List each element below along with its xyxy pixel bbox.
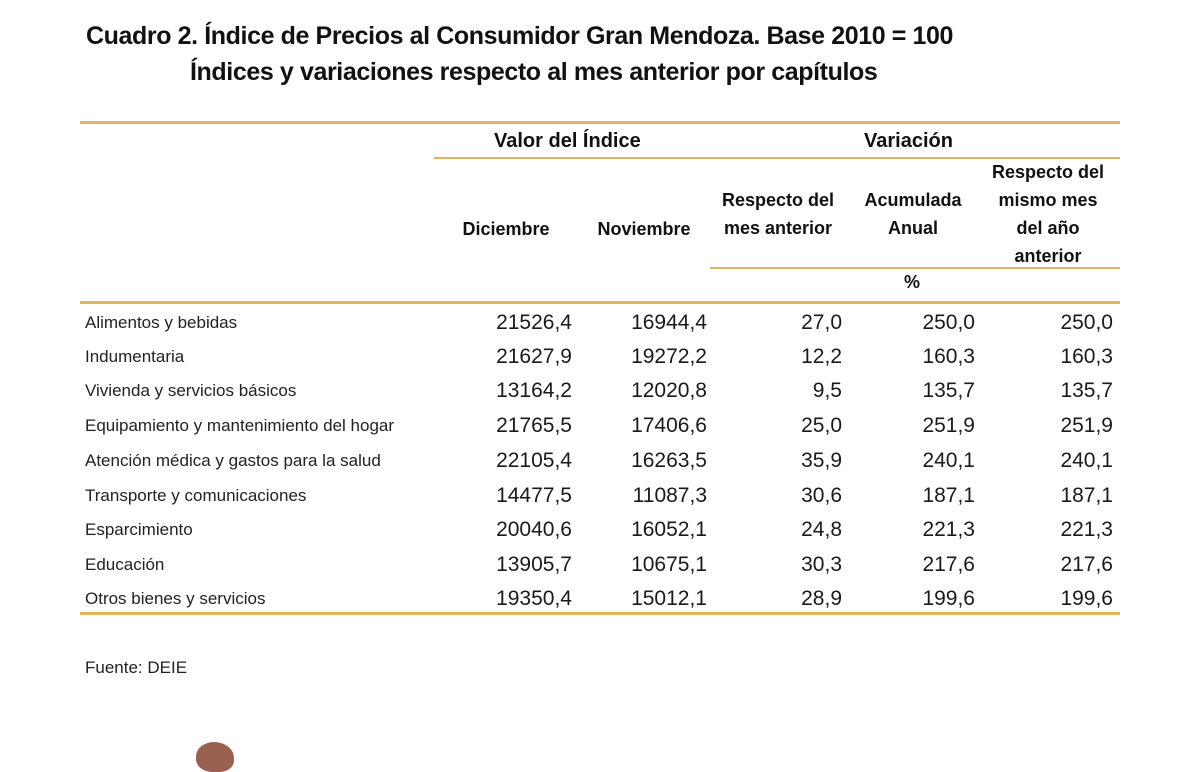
header-col-prev-line1: Respecto del [721,190,835,210]
header-col-accumulated: Acumulada Anual [848,186,978,242]
row-label: Transporte y comunicaciones [85,486,307,505]
header-group-variation: Variación [864,130,953,152]
table-row: Otros bienes y servicios 19350,4 15012,1… [80,582,1120,616]
row-label: Educación [85,555,165,574]
header-col-year-line4: anterior [1014,246,1082,266]
variation-rule [710,267,1120,269]
cell-november: 16052,1 [631,518,707,541]
cell-december: 14477,5 [496,484,572,507]
cell-same-month-prev-year: 135,7 [1060,379,1113,402]
table-row: Atención médica y gastos para la salud 2… [80,444,1120,478]
header-col-december: Diciembre [462,219,550,239]
header-col-prev-month: Respecto del mes anterior [712,186,844,242]
cell-prev-month: 35,9 [801,449,842,472]
cell-november: 12020,8 [631,379,707,402]
cell-prev-month: 9,5 [812,379,842,402]
cell-november: 19272,2 [631,345,707,368]
cell-december: 22105,4 [496,449,572,472]
header-unit-percent: % [904,272,921,292]
cell-prev-month: 28,9 [801,587,842,610]
cell-accumulated: 199,6 [922,587,975,610]
cell-same-month-prev-year: 217,6 [1060,553,1113,576]
cell-november: 15012,1 [631,587,707,610]
table-row: Alimentos y bebidas 21526,4 16944,4 27,0… [80,306,1120,340]
cell-december: 13164,2 [496,379,572,402]
table-subtitle: Índices y variaciones respecto al mes an… [190,58,878,86]
group-rule [434,157,1120,159]
cell-november: 11087,3 [632,484,707,507]
cell-accumulated: 187,1 [922,484,975,507]
cell-accumulated: 217,6 [922,553,975,576]
cell-same-month-prev-year: 187,1 [1060,484,1113,507]
header-col-november: Noviembre [597,219,691,239]
table-row: Transporte y comunicaciones 14477,5 1108… [80,479,1120,513]
cell-november: 16263,5 [631,449,707,472]
header-col-acc-line2: Anual [887,218,938,238]
cell-prev-month: 24,8 [801,518,842,541]
cell-same-month-prev-year: 240,1 [1060,449,1113,472]
top-rule [80,121,1120,124]
cell-same-month-prev-year: 221,3 [1060,518,1113,541]
table-row: Vivienda y servicios básicos 13164,2 120… [80,374,1120,408]
decorative-blob-icon [196,742,234,772]
header-bottom-rule [80,301,1120,304]
row-label: Indumentaria [85,347,185,366]
cell-november: 10675,1 [631,553,707,576]
table-row: Equipamiento y mantenimiento del hogar 2… [80,409,1120,443]
cell-accumulated: 160,3 [922,345,975,368]
table-row: Indumentaria 21627,9 19272,2 12,2 160,3 … [80,340,1120,374]
source-note: Fuente: DEIE [85,658,188,677]
cell-same-month-prev-year: 250,0 [1060,311,1113,334]
cell-december: 21526,4 [496,311,572,334]
cell-prev-month: 25,0 [801,414,842,437]
row-label: Esparcimiento [85,520,193,539]
cell-prev-month: 12,2 [801,345,842,368]
header-col-same-month-prev-year: Respecto del mismo mes del año anterior [982,158,1114,270]
cell-december: 21627,9 [496,345,572,368]
row-label: Otros bienes y servicios [85,589,266,608]
header-col-prev-line2: mes anterior [723,218,833,238]
row-label: Atención médica y gastos para la salud [85,451,381,470]
cell-accumulated: 250,0 [922,311,975,334]
row-label: Vivienda y servicios básicos [85,381,297,400]
row-label: Alimentos y bebidas [85,313,238,332]
header-col-year-line3: del año [1016,218,1080,238]
cell-accumulated: 135,7 [922,379,975,402]
bottom-rule [80,612,1120,615]
cell-accumulated: 221,3 [922,518,975,541]
cell-same-month-prev-year: 199,6 [1060,587,1113,610]
row-label: Equipamiento y mantenimiento del hogar [85,416,395,435]
cell-accumulated: 251,9 [922,414,975,437]
header-col-acc-line1: Acumulada [864,190,962,210]
header-col-year-line1: Respecto del [991,162,1105,182]
cell-december: 21765,5 [496,414,572,437]
cell-accumulated: 240,1 [922,449,975,472]
header-group-index: Valor del Índice [494,130,641,152]
cell-november: 16944,4 [631,311,707,334]
cell-november: 17406,6 [631,414,707,437]
table-row: Educación 13905,7 10675,1 30,3 217,6 217… [80,548,1120,582]
header-col-year-line2: mismo mes [998,190,1098,210]
cell-december: 19350,4 [496,587,572,610]
cell-same-month-prev-year: 160,3 [1060,345,1113,368]
table-title: Cuadro 2. Índice de Precios al Consumido… [86,22,954,50]
table-row: Esparcimiento 20040,6 16052,1 24,8 221,3… [80,513,1120,547]
cell-december: 20040,6 [496,518,572,541]
cell-same-month-prev-year: 251,9 [1060,414,1113,437]
cell-prev-month: 30,3 [801,553,842,576]
cell-december: 13905,7 [496,553,572,576]
cell-prev-month: 30,6 [801,484,842,507]
cell-prev-month: 27,0 [801,311,842,334]
